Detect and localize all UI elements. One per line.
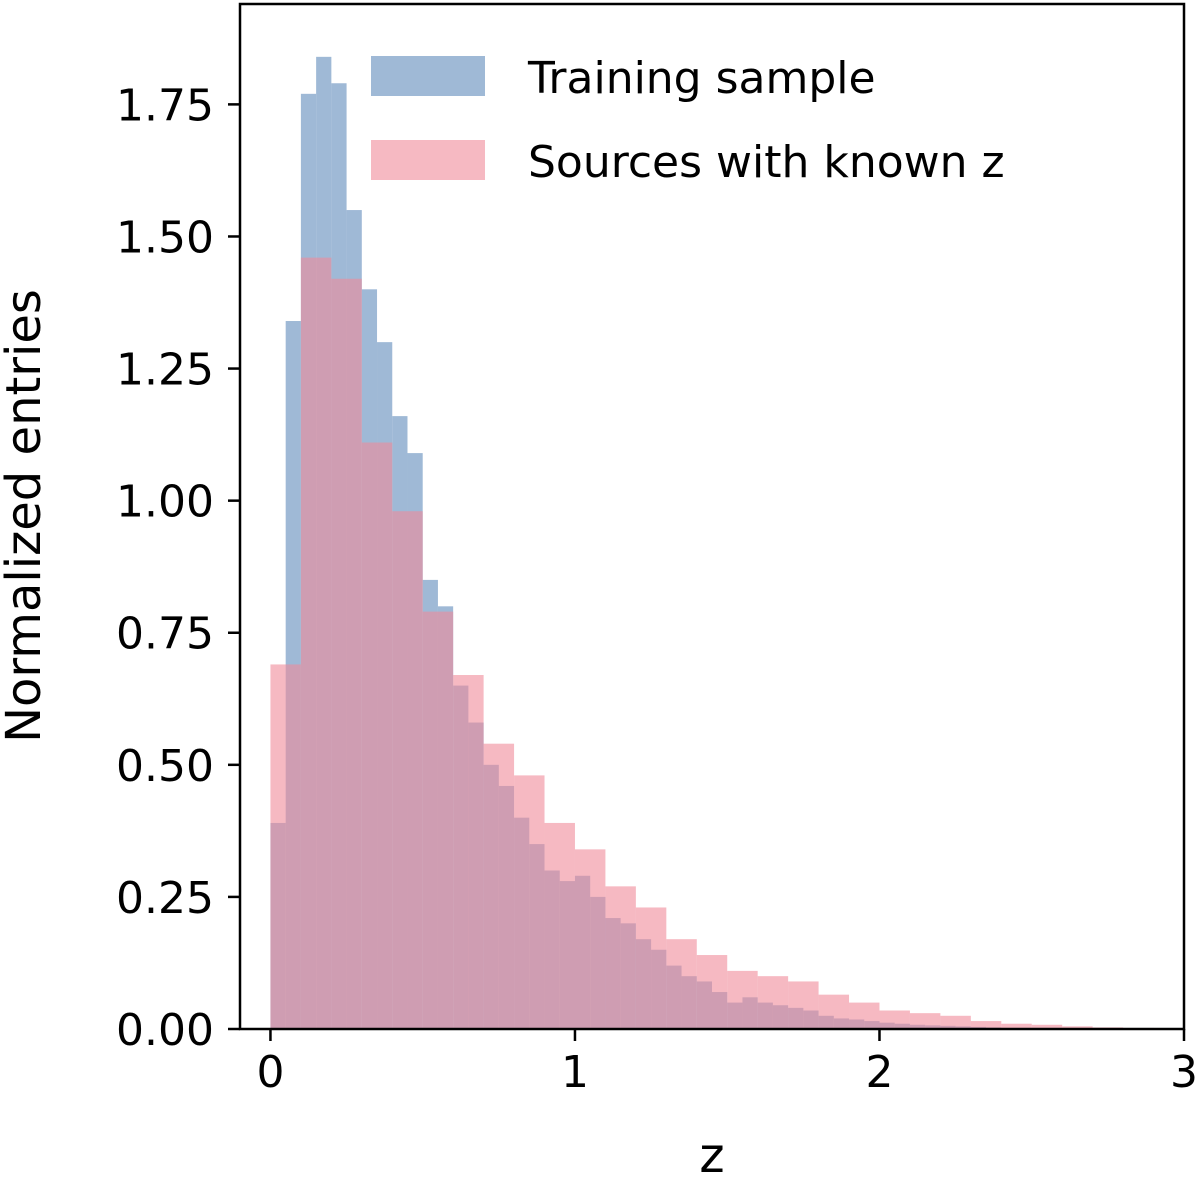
histogram-bar — [1001, 1023, 1032, 1029]
x-axis-label: z — [699, 1128, 724, 1184]
histogram-bar — [574, 849, 606, 1029]
y-tick-label: 0.25 — [116, 873, 214, 924]
histogram-bar — [300, 257, 332, 1029]
histogram-bar — [940, 1015, 971, 1029]
y-tick-label: 1.25 — [116, 345, 214, 396]
y-tick-label: 1.75 — [116, 80, 214, 131]
histogram-bar — [514, 775, 545, 1029]
histogram-bar — [361, 442, 393, 1030]
histogram-bar — [270, 664, 301, 1029]
histogram-bar — [788, 981, 819, 1029]
y-tick-label: 0.00 — [116, 1005, 214, 1056]
histogram-bar — [635, 907, 667, 1029]
histogram-bar — [727, 970, 758, 1029]
histogram-bar — [483, 743, 515, 1029]
histogram-bar — [422, 611, 454, 1029]
legend-swatch-training — [371, 56, 485, 96]
histogram-bar — [605, 886, 636, 1029]
histogram-bar — [849, 1002, 880, 1029]
x-tick-label: 1 — [561, 1047, 589, 1098]
histogram-bar — [544, 822, 575, 1029]
legend-label-known-z: Sources with known z — [528, 137, 1005, 188]
y-tick-label: 0.50 — [116, 741, 214, 792]
legend: Training sample Sources with known z — [371, 53, 1005, 188]
x-tick-label: 2 — [865, 1047, 893, 1098]
histogram-bar — [392, 511, 423, 1029]
histogram-bar — [696, 955, 728, 1029]
y-tick-label: 1.50 — [116, 212, 214, 263]
y-axis: 0.00 0.25 0.50 0.75 1.00 1.25 1.50 1.75 — [116, 80, 240, 1056]
histogram-bar — [879, 1010, 910, 1029]
histogram-bar — [666, 939, 697, 1029]
histogram-bar — [1062, 1026, 1093, 1029]
x-tick-label: 3 — [1170, 1047, 1198, 1098]
y-axis-label: Normalized entries — [0, 289, 52, 743]
histogram-bar — [818, 994, 850, 1029]
legend-swatch-known-z — [371, 140, 485, 180]
histogram-bar — [970, 1021, 1002, 1029]
histogram-bar — [331, 278, 362, 1029]
histogram-bar — [1031, 1024, 1063, 1029]
y-tick-label: 1.00 — [116, 477, 214, 528]
y-tick-label: 0.75 — [116, 609, 214, 660]
histogram-bar — [909, 1013, 941, 1029]
histogram-bar — [757, 976, 789, 1029]
plot-frame — [238, 2, 1186, 1031]
x-tick-label: 0 — [256, 1047, 284, 1098]
legend-label-training: Training sample — [527, 53, 876, 104]
histogram-bar — [453, 675, 484, 1029]
x-axis: 0 1 2 3 — [256, 1029, 1198, 1098]
